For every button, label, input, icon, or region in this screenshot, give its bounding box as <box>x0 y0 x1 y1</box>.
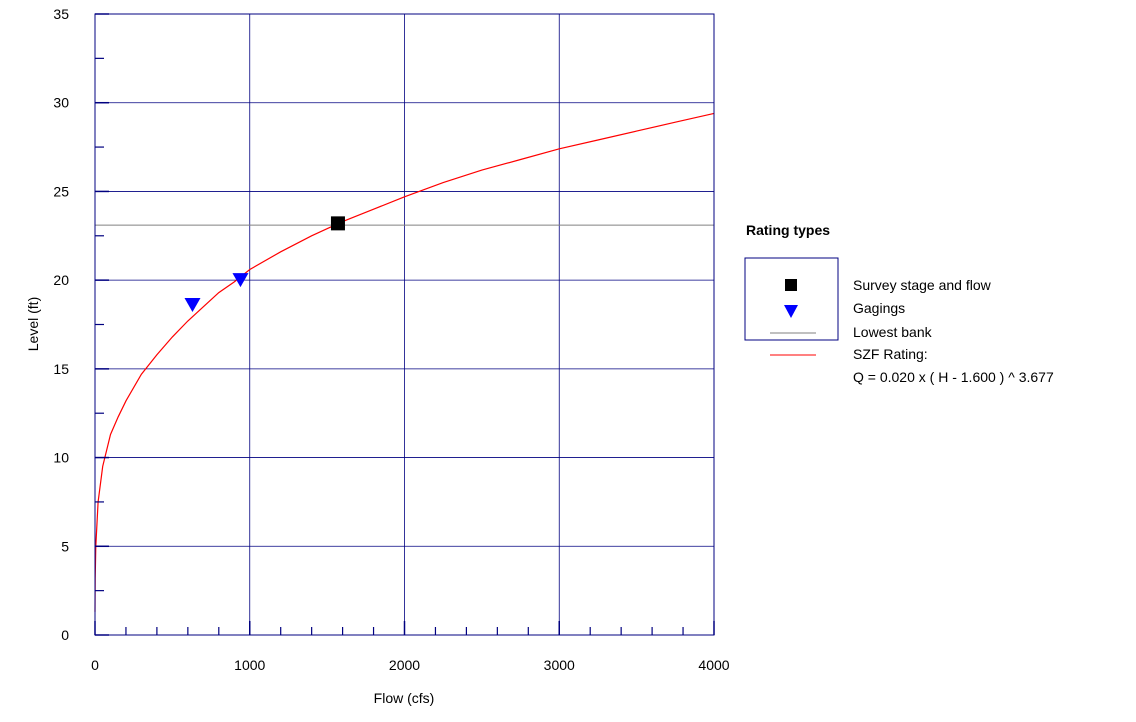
rating-curve-layer <box>94 112 715 612</box>
y-tick-label: 0 <box>61 627 69 643</box>
x-axis-title: Flow (cfs) <box>374 690 435 706</box>
data-markers <box>184 216 345 312</box>
tick-labels: 0 1000 2000 3000 4000 0 5 10 15 20 25 30 35 <box>53 6 729 673</box>
legend-label-rating: SZF Rating: <box>853 346 928 362</box>
y-axis-title: Level (ft) <box>25 297 41 351</box>
x-tick-label: 3000 <box>544 657 575 673</box>
axis-ticks <box>94 13 715 636</box>
gaging-point-marker <box>184 297 201 312</box>
rating-curve-line <box>94 112 715 612</box>
y-tick-label: 35 <box>53 6 69 22</box>
legend-label-rating-equation: Q = 0.020 x ( H - 1.600 ) ^ 3.677 <box>853 369 1054 385</box>
x-tick-label: 2000 <box>389 657 420 673</box>
gaging-point-marker <box>232 273 249 288</box>
legend-title: Rating types <box>746 222 830 238</box>
survey-point-marker <box>330 216 345 231</box>
y-tick-label: 10 <box>53 450 69 466</box>
y-tick-label: 25 <box>53 183 69 199</box>
x-tick-label: 4000 <box>698 657 729 673</box>
y-tick-label: 5 <box>61 538 69 554</box>
y-tick-label: 20 <box>53 272 69 288</box>
legend-triangle-marker <box>784 305 798 318</box>
legend-label-lowest-bank: Lowest bank <box>853 324 933 340</box>
legend-square-marker <box>785 279 797 291</box>
x-tick-label: 1000 <box>234 657 265 673</box>
legend-box <box>744 257 839 341</box>
legend: Rating types Survey stage and flow Gagin… <box>744 222 1054 385</box>
legend-label-survey: Survey stage and flow <box>853 277 992 293</box>
y-tick-label: 15 <box>53 361 69 377</box>
x-tick-label: 0 <box>91 657 99 673</box>
grid-lines <box>95 14 714 635</box>
legend-label-gagings: Gagings <box>853 300 905 316</box>
y-tick-label: 30 <box>53 95 69 111</box>
